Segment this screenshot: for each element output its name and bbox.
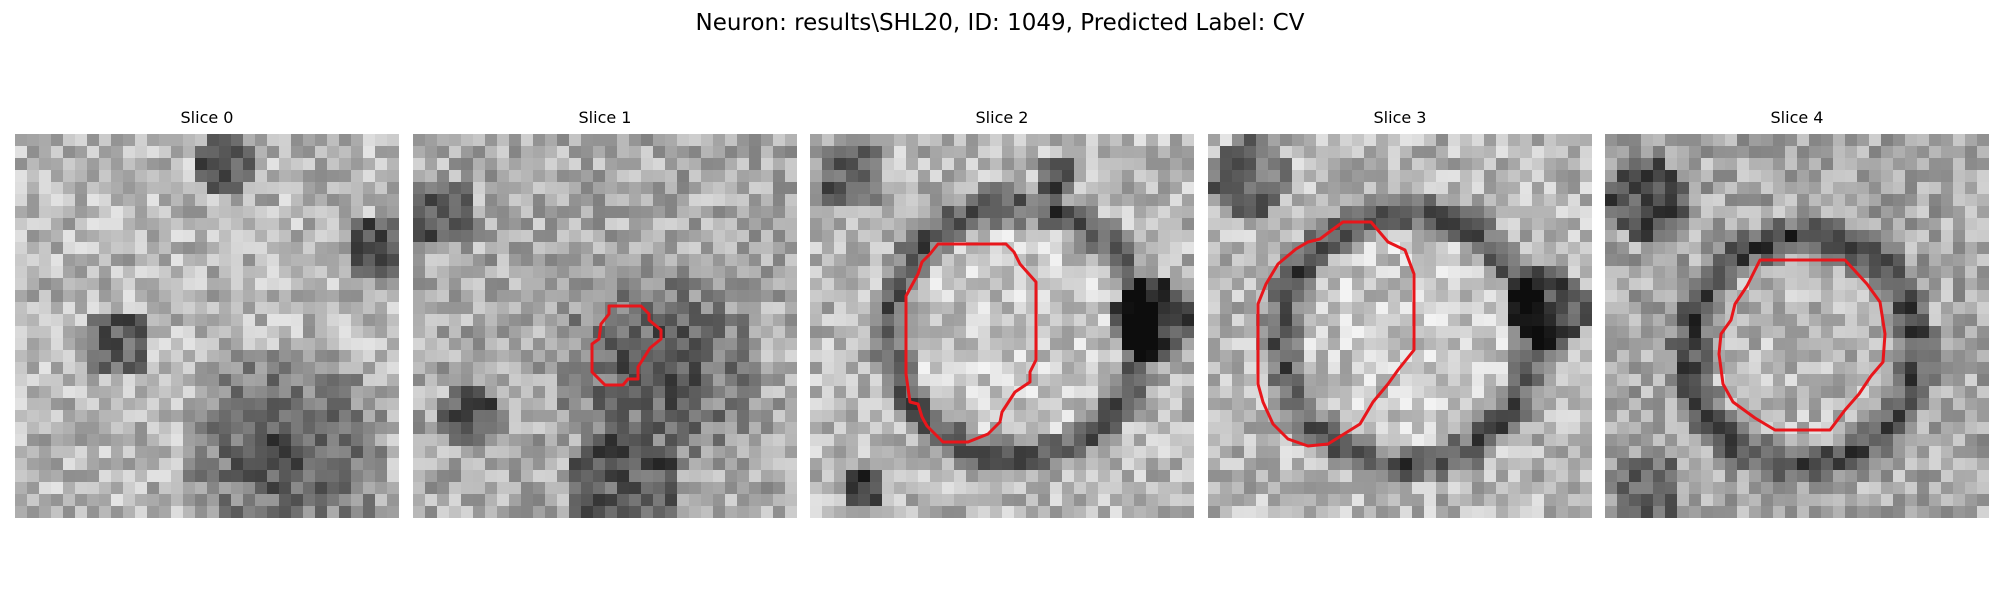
slice-image bbox=[15, 134, 399, 518]
slice-panel-1: Slice 1 bbox=[413, 108, 797, 518]
slice-title: Slice 4 bbox=[1770, 108, 1824, 127]
segmentation-contour bbox=[1717, 258, 1887, 432]
figure-title: Neuron: results\SHL20, ID: 1049, Predict… bbox=[695, 10, 1305, 36]
slice-title: Slice 0 bbox=[180, 108, 234, 127]
slice-title: Slice 3 bbox=[1373, 108, 1427, 127]
slice-image bbox=[1605, 134, 1989, 518]
slice-image-canvas bbox=[413, 134, 797, 518]
slice-image bbox=[1208, 134, 1592, 518]
slice-image-canvas bbox=[810, 134, 1194, 518]
slice-title: Slice 1 bbox=[578, 108, 632, 127]
slice-image-canvas bbox=[15, 134, 399, 518]
slice-panel-3: Slice 3 bbox=[1208, 108, 1592, 518]
segmentation-contour bbox=[904, 242, 1038, 444]
slice-image bbox=[810, 134, 1194, 518]
slice-panel-4: Slice 4 bbox=[1605, 108, 1989, 518]
slice-image-canvas bbox=[1208, 134, 1592, 518]
slice-panel-2: Slice 2 bbox=[810, 108, 1194, 518]
segmentation-contour bbox=[590, 304, 663, 387]
slice-title: Slice 2 bbox=[975, 108, 1029, 127]
slice-image-canvas bbox=[1605, 134, 1989, 518]
segmentation-contour bbox=[1256, 220, 1416, 448]
slice-image bbox=[413, 134, 797, 518]
slice-panel-0: Slice 0 bbox=[15, 108, 399, 518]
